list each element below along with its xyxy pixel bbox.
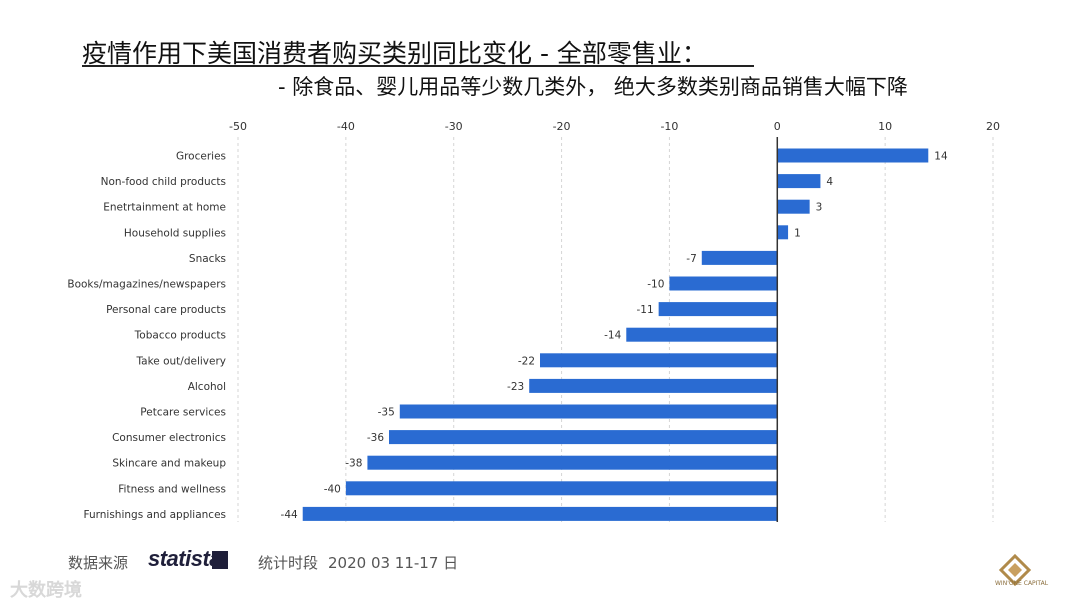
data-label: 14 xyxy=(934,151,948,163)
bar xyxy=(701,250,778,265)
bar xyxy=(777,199,810,214)
x-tick-label: -30 xyxy=(445,120,463,133)
category-label: Fitness and wellness xyxy=(118,483,226,495)
bar xyxy=(529,378,778,393)
bar xyxy=(658,302,778,317)
category-label: Furnishings and appliances xyxy=(84,509,226,521)
bar xyxy=(399,404,778,419)
bar xyxy=(777,148,929,163)
x-tick-label: -40 xyxy=(337,120,355,133)
category-label: Tobacco products xyxy=(134,330,226,342)
data-label: 3 xyxy=(816,202,823,214)
data-label: -44 xyxy=(281,509,298,521)
bar xyxy=(626,327,778,342)
category-label: Alcohol xyxy=(188,381,226,393)
category-label: Consumer electronics xyxy=(112,432,226,444)
category-label: Groceries xyxy=(176,151,226,163)
x-tick-label: -50 xyxy=(229,120,247,133)
bar xyxy=(345,481,778,496)
category-label: Petcare services xyxy=(140,407,226,419)
x-tick-label: -20 xyxy=(553,120,571,133)
chart-subtitle: - 除食品、婴儿用品等少数几类外， 绝大多数类别商品销售大幅下降 xyxy=(278,75,908,99)
watermark: 大数跨境 xyxy=(10,580,82,601)
data-label: -10 xyxy=(647,279,664,291)
bar xyxy=(777,174,821,189)
category-label: Snacks xyxy=(189,253,226,265)
source-label: 数据来源 xyxy=(68,554,129,572)
data-label: -36 xyxy=(367,432,384,444)
x-tick-label: 20 xyxy=(986,120,1000,133)
category-label: Books/magazines/newspapers xyxy=(67,279,226,291)
bar xyxy=(389,430,778,445)
company-logo-text: WIN'ONE CAPITAL xyxy=(995,580,1049,587)
category-label: Enetrtainment at home xyxy=(103,202,226,214)
company-logo-icon xyxy=(998,553,1032,587)
category-label: Personal care products xyxy=(106,304,226,316)
category-label: Take out/delivery xyxy=(135,355,226,367)
data-label: -23 xyxy=(507,381,524,393)
category-label: Non-food child products xyxy=(101,176,226,188)
statista-logo: statista xyxy=(148,546,222,571)
data-label: -11 xyxy=(636,304,653,316)
bar xyxy=(302,506,778,521)
bar xyxy=(669,276,778,291)
period-value: 2020 03 11-17 日 xyxy=(328,554,459,572)
title-underline xyxy=(82,65,754,67)
x-tick-label: -10 xyxy=(660,120,678,133)
category-label: Skincare and makeup xyxy=(112,458,226,470)
data-label: 4 xyxy=(826,176,833,188)
x-tick-label: 0 xyxy=(774,120,781,133)
data-label: -7 xyxy=(686,253,696,265)
bar xyxy=(777,225,789,240)
data-label: -35 xyxy=(378,407,395,419)
chart-title-line1: 疫情作用下美国消费者购买类别同比变化 - 全部零售业： xyxy=(82,39,707,68)
data-label: -22 xyxy=(518,355,535,367)
data-label: -38 xyxy=(345,458,362,470)
x-tick-label: 10 xyxy=(878,120,892,133)
period-label: 统计时段 xyxy=(258,554,319,572)
data-label: -40 xyxy=(324,483,341,495)
category-label: Household supplies xyxy=(124,227,226,239)
data-label: 1 xyxy=(794,227,801,239)
statista-logo-mark xyxy=(212,551,228,569)
bar xyxy=(367,455,778,470)
data-label: -14 xyxy=(604,330,621,342)
bar xyxy=(540,353,778,368)
